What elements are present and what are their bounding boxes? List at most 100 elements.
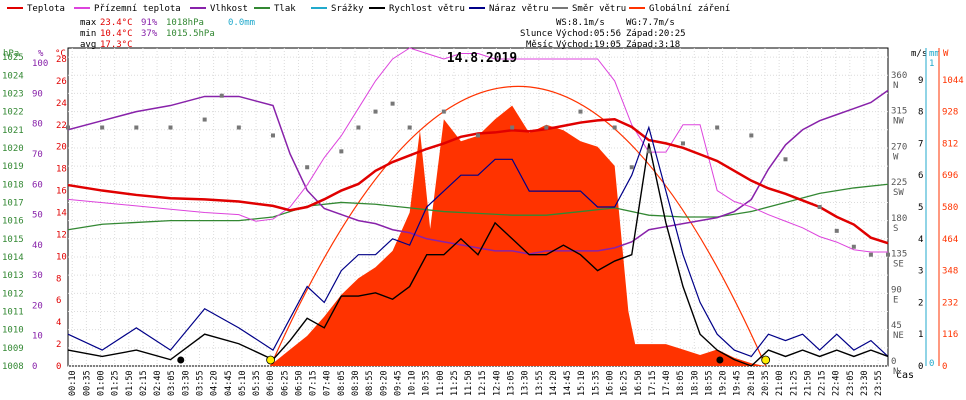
direction-tick-compass: S [893,224,898,234]
astro-wind-gust-max: WG:7.7m/s [626,18,675,28]
wind-direction-point [168,125,173,130]
wind-direction-point [219,93,224,98]
pressure-tick-label: 1019 [2,162,24,172]
moonset-marker [177,356,185,364]
time-tick-label: 01:00 [97,370,107,396]
wind-direction-point [817,205,822,209]
direction-tick-degrees: 270 [891,142,907,152]
wind-direction-point [202,117,207,122]
pressure-tick-label: 1015 [2,235,24,245]
direction-tick-degrees: 0 [891,357,896,367]
wind-tick-label: 0 [918,362,923,372]
stats-max-humidity: 91% [141,18,158,28]
stats-avg-label: avg [80,40,96,50]
time-tick-label: 15:35 [591,370,601,396]
humidity-tick-label: 0 [32,362,37,372]
direction-tick-degrees: 225 [891,178,907,188]
wind-direction-point [783,157,788,162]
time-tick-label: 22:15 [818,370,828,396]
time-tick-label: 21:00 [775,370,785,396]
stats-min-temperature: 10.4°C [100,29,133,39]
wind-tick-label: 1 [918,330,923,340]
direction-tick-degrees: 45 [891,321,902,331]
sunrise-marker [266,355,276,365]
radiation-tick-label: 348 [942,267,958,277]
time-axis-label: čas [896,369,914,381]
stats-max-label: max [80,18,97,28]
time-tick-label: 18:05 [676,370,686,396]
time-tick-label: 12:15 [478,370,488,396]
astro-moonset: Západ:3:18 [626,40,680,50]
stats-avg-temperature: 17.3°C [100,40,133,50]
wind-direction-point [271,133,275,138]
rain-axis-unit: mm [929,49,940,59]
time-tick-label: 18:30 [690,370,700,396]
time-tick-label: 01:50 [125,370,135,396]
time-tick-label: 05:10 [238,370,248,396]
wind-direction-point [646,149,651,154]
temperature-tick-label: 28 [56,55,67,65]
temperature-tick-label: 8 [56,274,61,284]
wind-direction-point [578,109,583,114]
series-area-radiation [269,105,765,366]
time-tick-label: 21:50 [803,370,813,396]
temperature-tick-label: 24 [56,99,67,109]
direction-tick-compass: NE [893,331,904,341]
time-tick-label: 13:55 [535,370,545,396]
wind-direction-point [868,252,873,257]
temperature-tick-label: 6 [56,296,61,306]
time-tick-label: 15:10 [577,370,587,396]
time-tick-label: 18:55 [704,370,714,396]
direction-tick-compass: W [893,152,899,162]
temperature-tick-label: 20 [56,143,67,153]
wind-tick-label: 4 [918,235,923,245]
temperature-tick-label: 26 [56,77,67,87]
wind-direction-point [544,125,549,130]
wind-tick-label: 7 [918,139,923,149]
humidity-tick-label: 70 [32,150,43,160]
wind-direction-point [681,141,685,146]
astro-sunset: Západ:20:25 [626,29,686,39]
wind-direction-point [390,101,395,106]
pressure-tick-label: 1016 [2,217,24,227]
legend-label: Náraz větru [489,4,549,14]
time-tick-label: 09:20 [379,370,389,396]
wind-direction-point [305,165,310,170]
temperature-tick-label: 18 [56,165,67,175]
wind-direction-point [510,125,515,130]
direction-tick-compass: N [893,81,898,91]
direction-tick-degrees: 315 [891,107,907,117]
radiation-tick-label: 696 [942,171,958,181]
time-tick-label: 11:25 [450,370,460,396]
wind-direction-point [612,125,617,130]
pressure-tick-label: 1024 [2,71,24,81]
time-tick-label: 06:25 [280,370,290,396]
series-line-wind-gust [67,125,889,358]
direction-tick-compass: SE [893,260,904,270]
wind-tick-label: 2 [918,298,923,308]
time-tick-label: 03:05 [167,370,177,396]
pressure-tick-label: 1023 [2,89,24,99]
wind-direction-point [886,252,890,257]
humidity-tick-label: 40 [32,241,43,251]
radiation-tick-label: 464 [942,235,958,245]
series-line-ground-temperature [67,47,888,253]
wind-tick-label: 6 [918,171,923,181]
wind-tick-label: 3 [918,267,923,277]
wind-direction-point [356,125,361,130]
legend-label: Srážky [331,4,364,14]
wind-tick-label: 5 [918,203,923,213]
moonrise-marker [716,356,724,364]
radiation-tick-label: 1044 [942,76,964,86]
temperature-tick-label: 2 [56,340,61,350]
astro-sun-label: Slunce [520,29,553,39]
pressure-tick-label: 1022 [2,108,24,118]
time-tick-label: 14:45 [563,370,573,396]
time-tick-label: 19:20 [719,370,729,396]
time-tick-label: 12:40 [492,370,502,396]
wind-tick-label: 9 [918,76,923,86]
pressure-tick-label: 1012 [2,289,24,299]
pressure-tick-label: 1021 [2,126,24,136]
wind-direction-point [66,125,70,130]
direction-tick-degrees: 135 [891,250,907,260]
